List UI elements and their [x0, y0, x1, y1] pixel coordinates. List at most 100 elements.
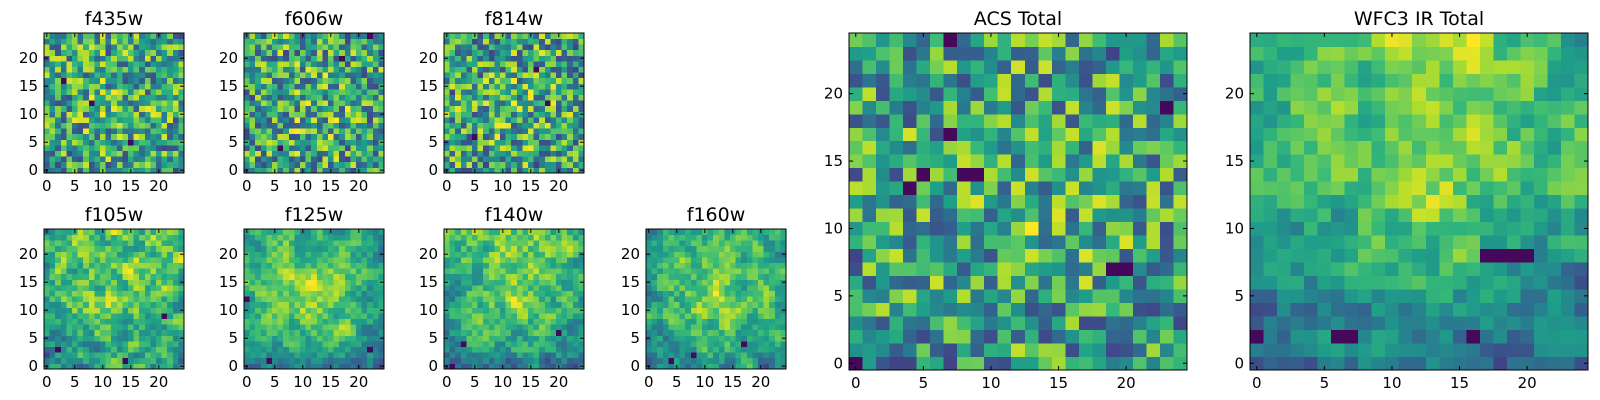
heatmap-cell — [916, 356, 931, 371]
heatmap-cell — [1146, 275, 1161, 290]
heatmap-cell — [244, 341, 250, 347]
heatmap-cell — [150, 279, 157, 286]
heatmap-cell — [763, 240, 770, 247]
heatmap-cell — [167, 279, 174, 286]
heatmap-cell — [49, 83, 56, 90]
heatmap-cell — [328, 357, 334, 364]
heatmap-cell — [172, 318, 179, 325]
heatmap-cell — [533, 128, 540, 135]
heatmap-cell — [889, 235, 904, 250]
heatmap-cell — [283, 33, 290, 39]
heatmap-cell — [339, 290, 346, 297]
heatmap-cell — [1024, 221, 1039, 236]
heatmap-cell — [916, 208, 931, 223]
heatmap-cell — [60, 89, 67, 95]
heatmap-cell — [344, 341, 351, 347]
y-tick-label: 15 — [621, 273, 640, 291]
heatmap-cell — [178, 77, 185, 84]
heatmap-cell — [178, 273, 185, 280]
heatmap-cell — [322, 313, 329, 319]
heatmap-cell — [88, 273, 95, 280]
heatmap-cell — [550, 167, 557, 174]
heatmap-cell — [311, 122, 318, 129]
heatmap-cell — [472, 234, 478, 241]
heatmap-cell — [266, 133, 273, 140]
heatmap-cell — [167, 83, 174, 90]
heatmap-cell — [516, 161, 523, 168]
heatmap-cell — [288, 38, 295, 45]
heatmap-cell — [150, 285, 157, 291]
heatmap-cell — [449, 352, 456, 359]
heatmap-cell — [60, 257, 67, 263]
heatmap-cell — [522, 150, 529, 157]
heatmap-cell — [916, 154, 931, 169]
heatmap-cell — [500, 83, 506, 90]
heatmap-cell — [539, 89, 546, 95]
heatmap-cell — [862, 343, 877, 357]
heatmap-cell — [477, 285, 484, 291]
heatmap-cell — [311, 156, 318, 163]
heatmap-cell — [311, 38, 318, 45]
heatmap-cell — [66, 324, 73, 331]
heatmap-cell — [105, 145, 112, 151]
heatmap-cell — [372, 150, 379, 157]
heatmap-cell — [83, 318, 90, 325]
heatmap-cell — [66, 33, 73, 39]
heatmap-cell — [657, 346, 664, 353]
heatmap-cell — [122, 100, 129, 107]
heatmap-cell — [156, 38, 162, 45]
heatmap-cell — [522, 105, 529, 112]
heatmap-cell — [1173, 208, 1188, 223]
heatmap-cell — [311, 262, 318, 269]
heatmap-cell — [333, 352, 340, 359]
heatmap-cell — [294, 318, 301, 325]
heatmap-cell — [350, 161, 357, 168]
heatmap-cell — [550, 357, 557, 364]
heatmap-cell — [316, 301, 323, 308]
heatmap-cell — [66, 341, 73, 347]
heatmap-cell — [903, 181, 917, 196]
heatmap-cell — [651, 335, 658, 342]
heatmap-cell — [83, 268, 90, 275]
heatmap-cell — [144, 49, 151, 56]
heatmap-cell — [674, 257, 680, 263]
heatmap-cell — [122, 329, 129, 336]
heatmap-cell — [111, 122, 118, 129]
heatmap-cell — [1024, 262, 1039, 277]
heatmap-cell — [105, 324, 112, 331]
heatmap-cell — [172, 279, 179, 286]
heatmap-cell — [150, 296, 157, 303]
heatmap-cell — [970, 194, 985, 209]
heatmap-cell — [311, 145, 318, 151]
heatmap-cell — [361, 346, 368, 353]
heatmap-cell — [730, 318, 736, 325]
heatmap-cell — [333, 335, 340, 342]
heatmap-cell — [255, 279, 262, 286]
heatmap-cell — [746, 346, 753, 353]
heatmap-cell — [339, 94, 346, 101]
heatmap-cell — [316, 329, 323, 336]
heatmap-cell — [539, 363, 546, 370]
heatmap-cell — [305, 111, 312, 118]
heatmap-cell — [957, 329, 972, 344]
heatmap-cell — [116, 240, 123, 247]
heatmap-cell — [161, 167, 168, 174]
heatmap-cell — [156, 161, 162, 168]
heatmap-cell — [294, 257, 301, 263]
heatmap-cell — [903, 289, 917, 303]
heatmap-cell — [367, 329, 374, 336]
heatmap-cell — [260, 245, 267, 252]
heatmap-cell — [511, 44, 518, 51]
heatmap-cell — [350, 296, 357, 303]
heatmap-cell — [255, 49, 262, 56]
heatmap-cell — [105, 89, 112, 95]
heatmap-cell — [1038, 289, 1053, 303]
heatmap-cell — [511, 38, 518, 45]
heatmap-cell — [862, 316, 877, 330]
heatmap-cell — [494, 128, 501, 135]
heatmap-cell — [561, 100, 568, 107]
heatmap-cell — [316, 89, 323, 95]
heatmap-cell — [83, 156, 90, 163]
heatmap-cell — [505, 313, 512, 319]
heatmap-cell — [156, 318, 162, 325]
